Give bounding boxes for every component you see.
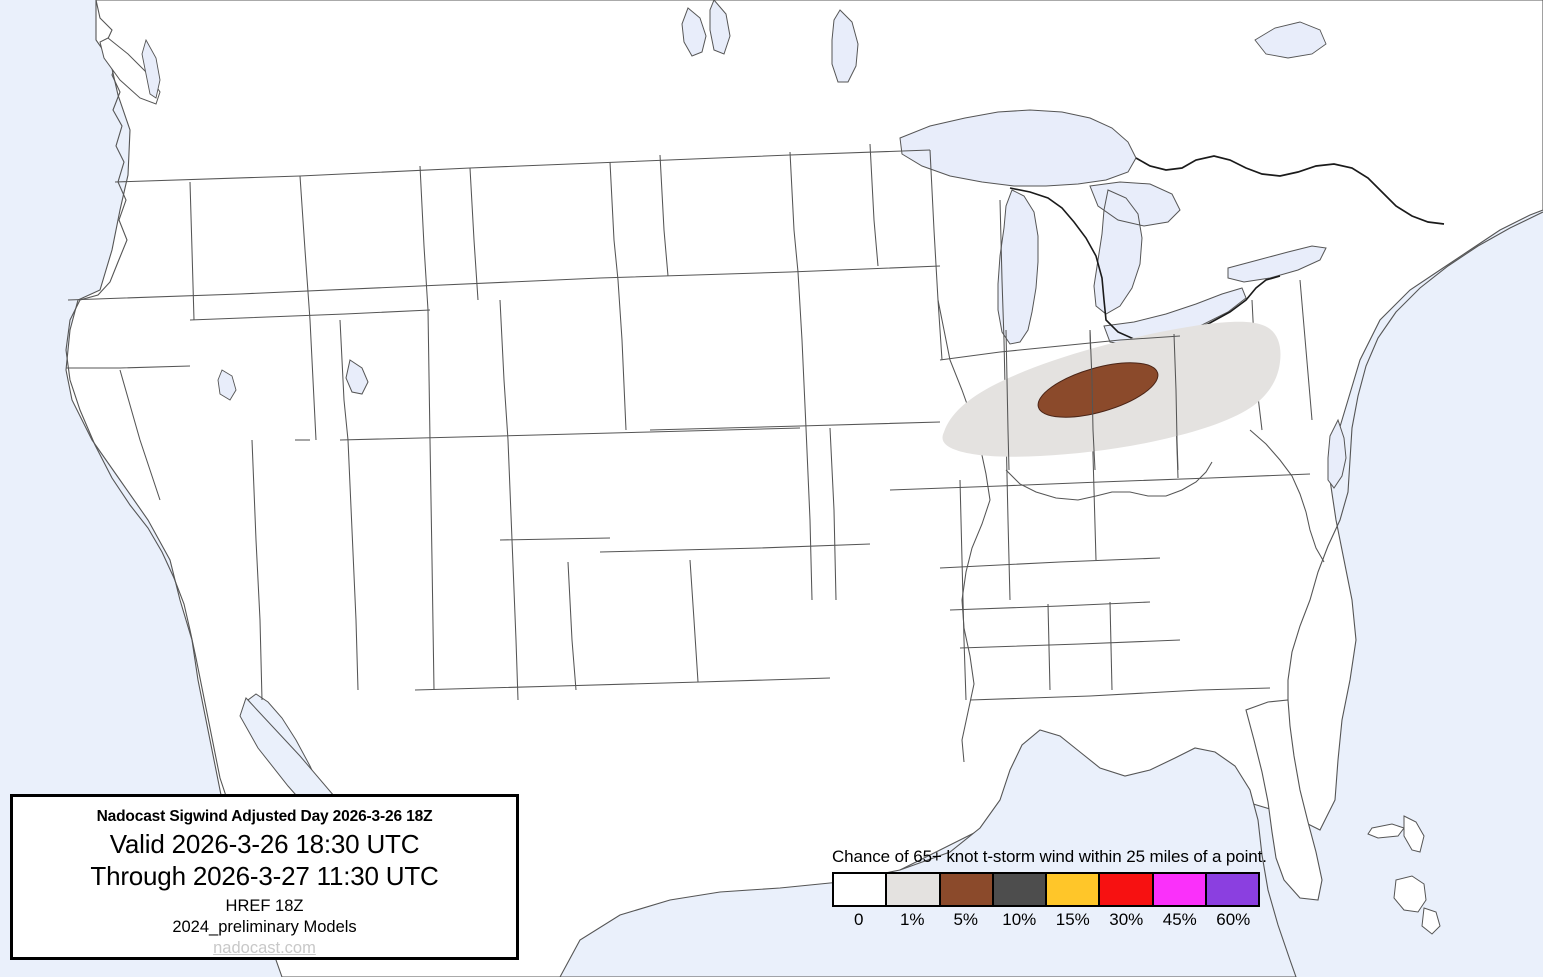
- atlantic-coastline: [1287, 211, 1543, 700]
- lake-winnipeg: [831, 9, 859, 83]
- legend-label-4: 15%: [1055, 910, 1090, 929]
- legend-label-7: 60%: [1216, 910, 1251, 929]
- legend-swatch-3: [993, 874, 1047, 905]
- lake-ontario: [1227, 245, 1327, 283]
- canada-us-border: [1135, 155, 1445, 225]
- legend-swatch-0: [834, 874, 888, 905]
- legend-swatch-2: [940, 874, 994, 905]
- legend-caption: Chance of 65+ knot t-storm wind within 2…: [832, 847, 1267, 866]
- lake-huron: [1089, 181, 1181, 315]
- legend-label-5: 30%: [1109, 910, 1144, 929]
- vancouver-island: [99, 37, 161, 105]
- ohio-river: [1005, 461, 1213, 501]
- info-box-title: Nadocast Sigwind Adjusted Day 2026-3-26 …: [96, 808, 433, 825]
- eastern-state-detail: [1249, 429, 1325, 563]
- puget-sound: [141, 38, 161, 99]
- legend-swatch-1: [887, 874, 941, 905]
- great-slave-lake: [345, 359, 369, 395]
- legend-swatch-5: [1100, 874, 1154, 905]
- prairie-lakes: [681, 0, 731, 57]
- legend-label-1: 1%: [899, 910, 925, 929]
- nadocast-website-link[interactable]: nadocast.com: [213, 939, 316, 958]
- legend-label-6: 45%: [1162, 910, 1197, 929]
- legend-swatch-4: [1047, 874, 1101, 905]
- northern-waters: [1254, 21, 1327, 59]
- great-lakes-group: [345, 0, 1327, 395]
- legend-label-3: 10%: [1002, 910, 1037, 929]
- info-box-through-time: Through 2026-3-27 11:30 UTC: [90, 860, 439, 891]
- legend-swatch-7: [1206, 874, 1258, 905]
- info-box-valid-time: Valid 2026-3-26 18:30 UTC: [109, 829, 420, 859]
- forecast-info-box: Nadocast Sigwind Adjusted Day 2026-3-26 …: [10, 794, 519, 960]
- mississippi-river: [937, 299, 991, 763]
- legend-label-0: 0: [854, 910, 864, 929]
- canada-us-border-lakes: [1009, 187, 1281, 341]
- bahamas-islands: [1367, 815, 1441, 935]
- state-borders-over-contour: [939, 329, 1181, 471]
- info-box-model: HREF 18Z: [225, 897, 304, 916]
- florida-peninsula: [1245, 699, 1323, 901]
- gulf-of-mexico-water: [559, 729, 1297, 977]
- probability-legend: Chance of 65+ knot t-storm wind within 2…: [832, 847, 1267, 930]
- legend-swatch-6: [1153, 874, 1207, 905]
- chesapeake-bay: [1327, 418, 1347, 489]
- legend-tick-labels: 0 1% 5% 10% 15% 30% 45% 60%: [832, 910, 1260, 930]
- legend-color-bar: [832, 872, 1260, 907]
- lake-superior: [899, 109, 1137, 187]
- legend-label-2: 5%: [953, 910, 979, 929]
- info-box-models-label: 2024_preliminary Models: [172, 918, 357, 937]
- forecast-contours-group: [942, 321, 1281, 457]
- great-salt-lake: [217, 369, 237, 401]
